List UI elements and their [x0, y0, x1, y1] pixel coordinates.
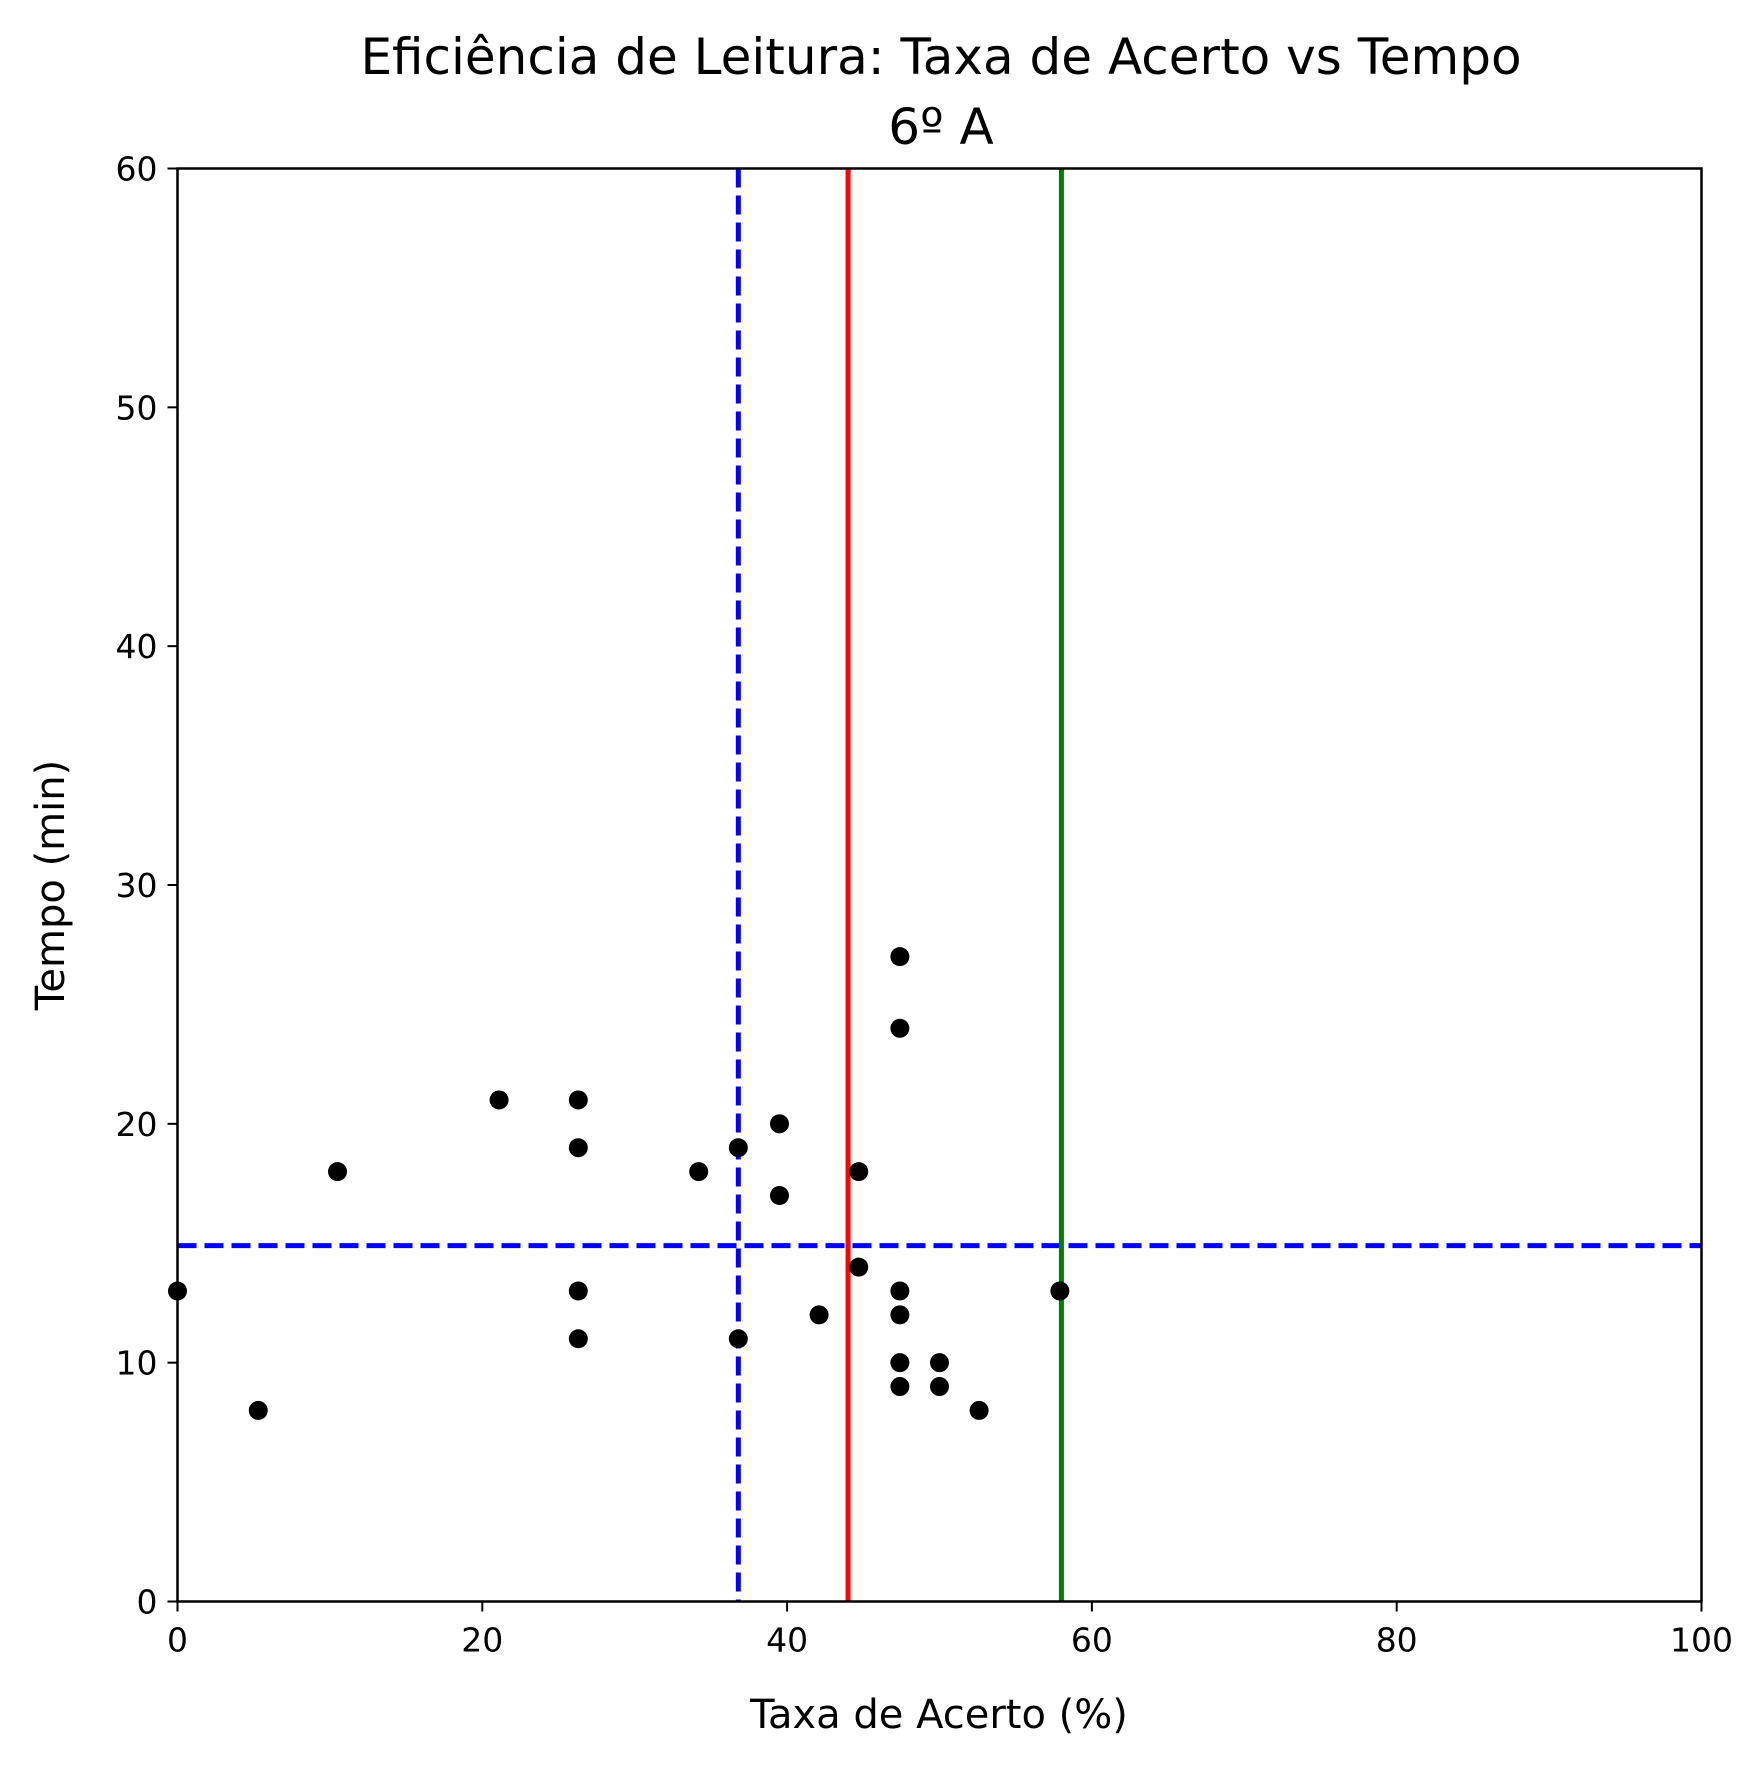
data-point-26: [1050, 1281, 1070, 1301]
data-point-8: [568, 1329, 588, 1349]
data-point-3: [328, 1162, 348, 1182]
y-tick-label-10: 10: [116, 1344, 158, 1383]
y-tick-label-0: 0: [137, 1583, 158, 1622]
x-tick-label-80: 80: [1376, 1621, 1418, 1660]
data-point-9: [689, 1162, 709, 1182]
y-tick-label-60: 60: [116, 150, 158, 189]
y-axis-label: Tempo (min): [28, 760, 74, 1011]
x-tick-label-0: 0: [167, 1621, 188, 1660]
data-point-6: [568, 1138, 588, 1158]
data-point-20: [890, 1305, 910, 1325]
y-tick-label-40: 40: [116, 627, 158, 666]
data-point-4: [489, 1090, 509, 1110]
x-axis: 0 20 40 60 80 100: [167, 1601, 1733, 1660]
data-point-12: [769, 1114, 789, 1134]
data-point-22: [890, 1377, 910, 1397]
y-tick-label-20: 20: [116, 1105, 158, 1144]
data-point-10: [728, 1138, 748, 1158]
data-point-5: [568, 1090, 588, 1110]
data-point-24: [930, 1377, 949, 1397]
data-point-25: [969, 1400, 989, 1420]
data-point-18: [890, 1018, 910, 1038]
chart-title: Eficiência de Leitura: Taxa de Acerto vs…: [360, 28, 1521, 86]
data-point-19: [890, 1281, 910, 1301]
x-tick-label-60: 60: [1071, 1621, 1113, 1660]
y-axis: 0 10 20 30 40 50 60: [116, 150, 178, 1622]
data-point-15: [849, 1162, 869, 1182]
data-point-2: [248, 1400, 268, 1420]
data-point-14: [809, 1305, 829, 1325]
data-point-21: [890, 1353, 910, 1373]
y-tick-label-50: 50: [116, 388, 158, 427]
x-tick-label-40: 40: [766, 1621, 808, 1660]
data-point-17: [890, 947, 910, 967]
data-point-13: [769, 1185, 789, 1205]
plot-area: [168, 168, 1702, 1602]
data-point-7: [568, 1281, 588, 1301]
data-point-23: [930, 1353, 949, 1373]
y-tick-label-30: 30: [116, 866, 158, 905]
x-axis-label: Taxa de Acerto (%): [749, 1692, 1128, 1738]
chart-subtitle: 6º A: [888, 98, 993, 156]
data-point-11: [728, 1329, 748, 1349]
data-point-16: [849, 1257, 869, 1277]
x-tick-label-20: 20: [461, 1621, 503, 1660]
x-tick-label-100: 100: [1670, 1621, 1733, 1660]
